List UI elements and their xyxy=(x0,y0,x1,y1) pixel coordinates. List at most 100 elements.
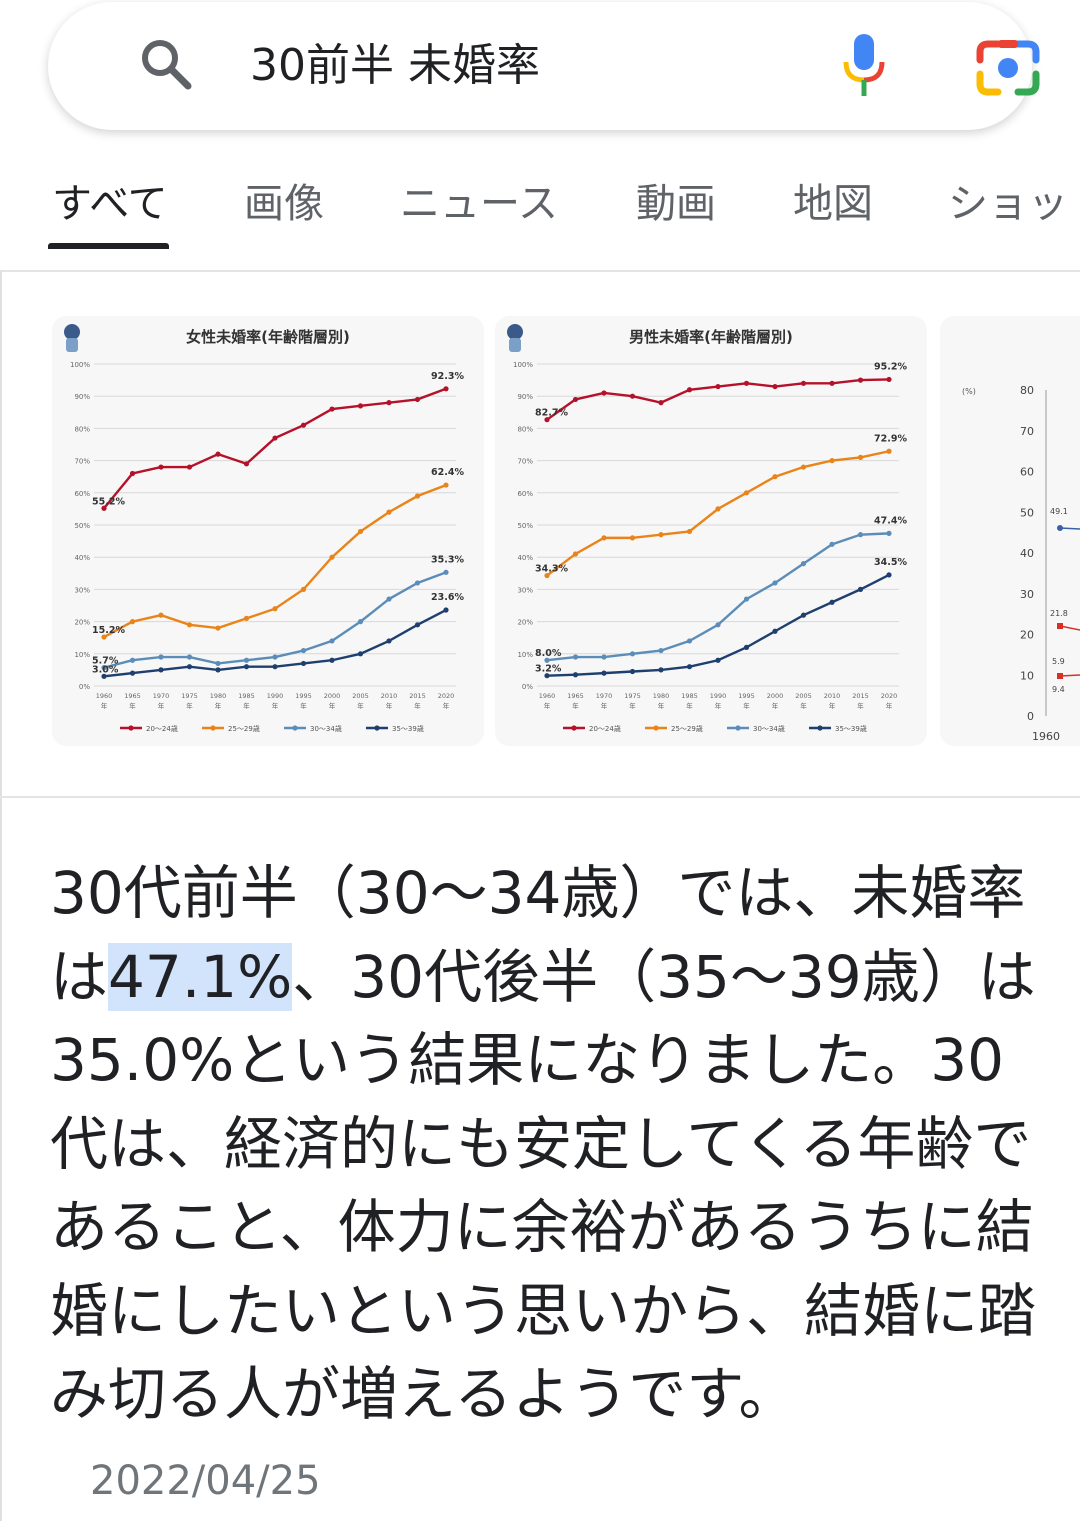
chart-title: 女性未婚率(年齢階層別) xyxy=(186,328,350,346)
x-tick-suffix: 年 xyxy=(272,701,279,710)
image-thumbnail-male-chart[interactable]: 男性未婚率(年齢階層別) 100% 90% 80% 70% 60% 50% 40% 30% 20%… xyxy=(495,316,927,746)
x-tick-suffix: 年 xyxy=(601,701,608,710)
data-point xyxy=(414,580,421,586)
y-tick-label: 40% xyxy=(74,554,90,562)
data-point xyxy=(272,606,278,612)
data-point xyxy=(658,400,664,406)
data-point xyxy=(572,672,579,678)
data-point xyxy=(414,622,421,628)
start-data-label: 82.7% xyxy=(535,408,568,419)
tab-maps[interactable]: 地図 xyxy=(793,181,873,227)
data-point xyxy=(101,634,107,640)
data-point xyxy=(857,586,864,592)
data-point xyxy=(857,377,864,383)
data-point xyxy=(300,660,307,667)
data-point xyxy=(129,470,136,477)
mascot-icon xyxy=(64,324,80,340)
data-point xyxy=(658,647,664,654)
featured-snippet: 30代前半（30〜34歳）では、未婚率は47.1%、30代後半（35〜39歳）は… xyxy=(50,852,1040,1523)
tab-shopping[interactable]: ショッ xyxy=(948,181,1068,227)
y-tick-label: 60 xyxy=(1020,466,1034,479)
google-lens-icon[interactable] xyxy=(976,38,1040,98)
legend-label: 30〜34歳 xyxy=(753,724,785,733)
x-tick-suffix: 年 xyxy=(743,701,750,710)
snippet-text-1: 30代前半（30〜34歳）では、未婚率は xyxy=(50,859,1026,1011)
data-point xyxy=(772,628,778,634)
x-tick-label: 1985 xyxy=(681,692,698,700)
data-point xyxy=(357,528,364,535)
y-tick-label: 0% xyxy=(79,683,90,691)
x-tick-label: 2015 xyxy=(852,692,869,700)
data-point xyxy=(386,400,392,406)
data-point xyxy=(186,664,193,670)
y-tick-label: 80% xyxy=(517,425,533,433)
data-point xyxy=(800,464,807,470)
data-point xyxy=(357,651,364,657)
end-data-label: 47.4% xyxy=(874,515,907,526)
data-point xyxy=(886,448,892,454)
data-point xyxy=(329,406,335,412)
search-bar[interactable]: 30前半 未婚率 xyxy=(48,2,1040,130)
x-tick-label: 1990 xyxy=(710,692,727,700)
snippet-date: 2022/04/25 xyxy=(90,1457,321,1504)
data-point xyxy=(329,638,335,644)
x-tick-suffix: 年 xyxy=(386,701,393,710)
search-icon[interactable] xyxy=(136,34,196,94)
x-tick-label: 1975 xyxy=(181,692,198,700)
male-unmarried-rate-chart: 男性未婚率(年齢階層別) 100% 90% 80% 70% 60% 50% 40% 30% 20%… xyxy=(507,324,907,733)
y-tick-label: 20% xyxy=(74,619,90,627)
data-point xyxy=(215,451,221,457)
x-tick-label: 2020 xyxy=(881,692,898,700)
data-point xyxy=(414,396,421,403)
microphone-icon[interactable] xyxy=(838,32,890,100)
data-point xyxy=(857,532,864,538)
data-point xyxy=(158,612,164,618)
series-line xyxy=(103,387,447,510)
data-label: 21.8 xyxy=(1050,609,1068,618)
data-point xyxy=(829,541,835,547)
x-tick-suffix: 年 xyxy=(715,701,722,710)
image-thumbnail-third-chart[interactable]: (%) 80 70 60 50 40 30 20 10 0 1960 49.1 21.8 5.9 9.4 xyxy=(940,316,1080,746)
data-point xyxy=(186,654,193,660)
data-point xyxy=(772,474,778,480)
data-point xyxy=(101,665,107,671)
data-point xyxy=(300,647,307,654)
data-point xyxy=(686,387,693,393)
x-tick-label: 1995 xyxy=(295,692,312,700)
x-tick-label: 2000 xyxy=(324,692,341,700)
data-point xyxy=(686,664,693,670)
tab-news[interactable]: ニュース xyxy=(400,181,558,227)
start-data-label: 3.2% xyxy=(535,664,562,675)
y-tick-label: 50% xyxy=(74,522,90,530)
data-point xyxy=(186,464,193,470)
data-point xyxy=(829,380,835,386)
data-point xyxy=(129,670,136,676)
y-tick-label: 80% xyxy=(74,425,90,433)
y-tick-label: 0% xyxy=(522,683,533,691)
tab-images[interactable]: 画像 xyxy=(244,181,324,227)
series-line xyxy=(1059,527,1080,530)
data-point xyxy=(743,380,750,386)
legend-marker xyxy=(735,725,741,731)
x-tick-suffix: 年 xyxy=(186,701,193,710)
data-point xyxy=(129,619,136,625)
legend-marker xyxy=(571,725,577,731)
image-thumbnail-female-chart[interactable]: 女性未婚率(年齢階層別) 100% 90% 80% 70% 60% 50% 40% 30% 20%… xyxy=(52,316,484,746)
tab-videos[interactable]: 動画 xyxy=(636,181,716,227)
tab-all[interactable]: すべて xyxy=(52,181,168,227)
data-point xyxy=(243,615,250,621)
data-point xyxy=(443,569,449,575)
data-point xyxy=(357,619,364,625)
x-tick-label: 1970 xyxy=(153,692,170,700)
x-tick-label: 1990 xyxy=(267,692,284,700)
search-query[interactable]: 30前半 未婚率 xyxy=(250,40,540,91)
data-point xyxy=(329,554,335,560)
data-point xyxy=(129,657,136,663)
data-point xyxy=(629,535,636,541)
data-point xyxy=(544,572,550,579)
y-tick-label: 20 xyxy=(1020,629,1034,642)
start-data-label: 34.3% xyxy=(535,564,568,575)
carousel-divider xyxy=(0,796,1080,798)
end-data-label: 72.9% xyxy=(874,433,907,444)
data-point xyxy=(829,458,835,464)
